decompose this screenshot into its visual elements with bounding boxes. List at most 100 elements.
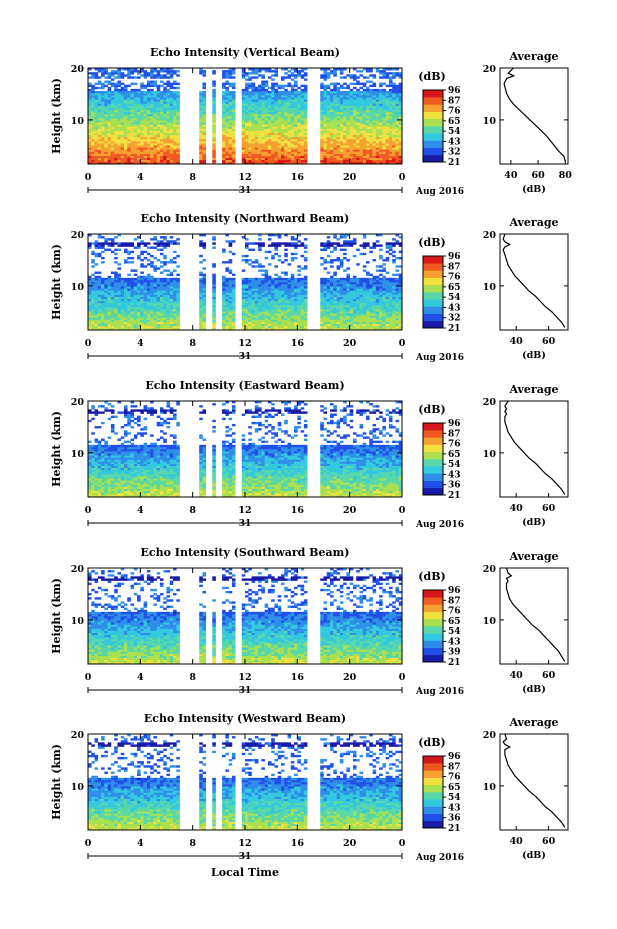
heatmap-cell <box>156 277 161 281</box>
heatmap-cell <box>114 294 118 297</box>
heatmap-cell <box>120 122 125 125</box>
heatmap-cell <box>300 143 305 146</box>
heatmap-cell <box>146 277 151 281</box>
heatmap-cell <box>212 238 216 241</box>
heatmap-cell <box>251 68 256 71</box>
heatmap-cell <box>163 294 167 297</box>
heatmap-cell <box>156 304 161 308</box>
heatmap-cell <box>330 124 334 127</box>
heatmap-cell <box>114 236 118 239</box>
heatmap-cell <box>346 157 350 161</box>
heatmap-cell <box>330 143 334 146</box>
heatmap-cell <box>382 157 386 161</box>
heatmap-cell <box>277 254 282 258</box>
heatmap-cell <box>127 252 131 256</box>
heatmap-cell <box>274 149 279 152</box>
heatmap-cell <box>110 323 115 327</box>
heatmap-cell <box>156 103 161 106</box>
heatmap-cell <box>343 93 347 96</box>
heatmap-cell <box>339 107 344 111</box>
heatmap-cell <box>294 244 298 247</box>
heatmap-cell <box>258 88 262 92</box>
heatmap-cell <box>388 90 393 94</box>
heatmap-cell <box>127 155 131 159</box>
heatmap-cell <box>97 76 102 79</box>
colorbar-tick-label: 87 <box>448 96 461 106</box>
heatmap-cell <box>212 321 216 325</box>
heatmap-cell <box>107 323 112 327</box>
heatmap-cell <box>202 244 207 247</box>
heatmap-cell <box>274 311 279 314</box>
heatmap-cell <box>300 138 305 142</box>
heatmap-cell <box>150 317 154 320</box>
heatmap-cell <box>284 88 288 92</box>
heatmap-cell <box>107 155 112 159</box>
heatmap-cell <box>130 103 135 106</box>
heatmap-cell <box>91 130 95 133</box>
heatmap-cell <box>287 113 292 117</box>
x-tick-label: 20 <box>343 172 357 183</box>
heatmap-cell <box>294 99 298 102</box>
heatmap-cell <box>107 134 112 138</box>
heatmap-cell <box>385 141 390 144</box>
heatmap-cell <box>343 76 347 79</box>
heatmap-cell <box>107 300 112 304</box>
heatmap-cell <box>398 88 403 92</box>
heatmap-cell <box>320 147 324 150</box>
heatmap-cell <box>284 286 288 289</box>
heatmap-cell <box>356 122 360 125</box>
heatmap-cell <box>359 118 364 121</box>
heatmap-cell <box>117 126 122 129</box>
heatmap-cell <box>222 296 226 299</box>
heatmap-cell <box>225 88 229 92</box>
heatmap-cell <box>97 95 102 98</box>
heatmap-cell <box>127 70 131 73</box>
heatmap-cell <box>300 116 305 119</box>
heatmap-cell <box>130 149 135 152</box>
heatmap-cell <box>123 259 128 262</box>
heatmap-cell <box>339 90 344 94</box>
heatmap-cell <box>127 141 131 144</box>
heatmap-cell <box>274 315 279 318</box>
heatmap-cell <box>94 101 99 104</box>
heatmap-cell <box>231 116 236 119</box>
heatmap-cell <box>120 159 125 163</box>
heatmap-cell <box>385 93 390 96</box>
heatmap-cell <box>366 138 370 142</box>
heatmap-cell <box>290 126 295 129</box>
heatmap-cell <box>97 244 102 247</box>
heatmap-cell <box>176 130 180 133</box>
heatmap-cell <box>225 159 229 163</box>
heatmap-cell <box>267 250 272 254</box>
heatmap-cell <box>379 159 383 163</box>
heatmap-cell <box>156 319 161 322</box>
heatmap-cell <box>231 126 236 129</box>
heatmap-cell <box>176 302 180 306</box>
heatmap-cell <box>264 157 269 161</box>
heatmap-cell <box>379 138 383 142</box>
heatmap-cell <box>173 311 177 314</box>
heatmap-cell <box>274 134 279 138</box>
heatmap-cell <box>94 95 99 98</box>
heatmap-cell <box>392 122 396 125</box>
heatmap-cell <box>267 147 272 150</box>
heatmap-cell <box>107 242 112 245</box>
heatmap-cell <box>202 145 207 148</box>
heatmap-cell <box>130 95 135 98</box>
heatmap-cell <box>114 134 118 138</box>
heatmap-cell <box>274 74 279 77</box>
heatmap-cell <box>271 161 275 165</box>
heatmap-cell <box>356 120 360 123</box>
heatmap-cell <box>271 86 275 90</box>
heatmap-cell <box>228 141 233 144</box>
heatmap-cell <box>274 161 279 165</box>
heatmap-cell <box>143 288 148 291</box>
heatmap-cell <box>137 242 141 245</box>
heatmap-cell <box>104 97 108 100</box>
heatmap-cell <box>127 116 131 119</box>
heatmap-cell <box>356 109 360 113</box>
heatmap-cell <box>346 159 350 163</box>
heatmap-cell <box>202 103 207 106</box>
heatmap-cell <box>123 105 128 108</box>
heatmap-cell <box>212 90 216 94</box>
